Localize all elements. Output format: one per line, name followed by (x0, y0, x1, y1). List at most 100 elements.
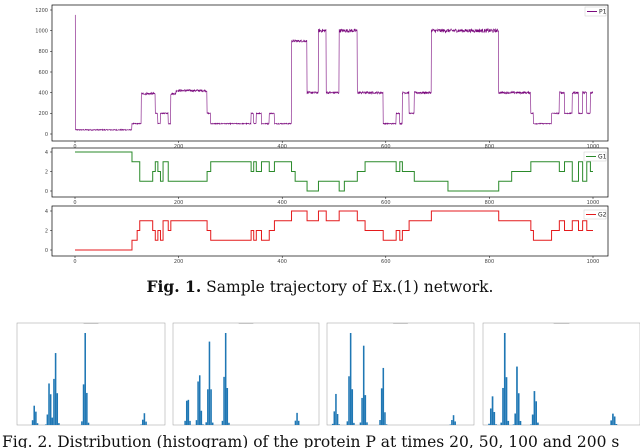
histogram-bar (537, 422, 539, 425)
histogram-bar (361, 397, 363, 425)
histogram-bar (141, 419, 144, 425)
series-g1-line (75, 151, 593, 192)
histogram-bar (211, 422, 214, 425)
p1-xtick-label: 1000 (587, 144, 600, 150)
histogram-bar (351, 389, 354, 425)
p1-ytick-label: 1000 (35, 28, 48, 34)
g1-ytick-label: 0 (45, 189, 48, 195)
legend-g2-label: G2 (598, 212, 607, 219)
axes-frame-g2 (51, 205, 609, 257)
histogram-bar (491, 396, 494, 425)
histogram-bar (530, 424, 532, 425)
g2-xtick-label: 200 (174, 259, 184, 265)
histogram-bar (145, 421, 147, 425)
histogram-bar (195, 420, 198, 425)
histogram-bar (533, 391, 536, 425)
histogram-bar (385, 424, 388, 425)
legend-g1-label: G1 (598, 154, 607, 161)
g1-ytick-label: 4 (45, 150, 48, 156)
chart-g2: 0 200 400 600 800 1000 0 2 4 G2 (45, 205, 609, 265)
histogram-bar (612, 413, 614, 425)
g1-xtick-label: 400 (277, 200, 287, 206)
p1-ytick-label: 1200 (35, 8, 48, 14)
histogram-bar (514, 413, 517, 425)
histogram-bar (493, 411, 496, 425)
g2-ytick-label: 2 (45, 228, 48, 234)
histogram-bar (184, 420, 186, 425)
legend-p1-label: P1 (599, 9, 607, 16)
p1-ytick-label: 0 (45, 132, 48, 138)
histogram-bar (488, 423, 490, 425)
histogram-bar (500, 422, 503, 425)
chart-p1: 0 200 400 600 800 1000 0 200 400 600 800 1000 1200 P… (35, 4, 609, 150)
histogram-bar (143, 413, 146, 425)
p1-xtick-label: 800 (485, 144, 495, 150)
histogram-bar (507, 420, 510, 425)
histogram-bar (346, 421, 349, 425)
histogram-bar (294, 420, 297, 425)
histogram-bar (36, 423, 39, 425)
caption-fig1: Fig. 1. Sample trajectory of Ex.(1) netw… (147, 277, 494, 296)
caption-fig2: Fig. 2. Distribution (histogram) of the … (2, 433, 619, 448)
histogram-bar (46, 414, 49, 425)
histogram-bar (228, 422, 230, 425)
histogram-bar (451, 420, 453, 425)
histogram-bar (516, 366, 518, 425)
histogram-bar (35, 411, 37, 425)
g1-xtick-label: 1000 (587, 200, 600, 206)
histogram-bar (362, 345, 365, 425)
histogram-bar (512, 424, 515, 425)
histogram-row (16, 322, 640, 426)
histogram-1 (16, 322, 166, 426)
histogram-bar (348, 376, 350, 425)
p1-xtick-label: 400 (277, 144, 287, 150)
histogram-bar (359, 422, 362, 425)
g1-xtick-label: 600 (381, 200, 391, 206)
histogram-bar (210, 389, 212, 425)
histogram-bar (86, 392, 88, 425)
g2-xtick-label: 600 (381, 259, 391, 265)
histogram-bar (48, 383, 50, 425)
g1-xtick-label: 800 (485, 200, 495, 206)
p1-xtick-label: 0 (73, 144, 76, 150)
series-g2-line (75, 210, 593, 251)
histogram-bar (207, 389, 209, 425)
histogram-bar (202, 424, 204, 425)
histogram-2 (172, 322, 320, 426)
histogram-bar (58, 423, 60, 425)
histogram-bar (56, 393, 59, 425)
series-p1-line (74, 14, 594, 132)
histogram-bar (535, 401, 537, 425)
p1-ytick-label: 200 (38, 111, 48, 117)
p1-ytick-label: 800 (38, 49, 48, 55)
histogram-bar (198, 375, 201, 425)
histogram-bar (384, 412, 386, 425)
p1-ytick-label: 400 (38, 90, 48, 96)
histogram-bar (51, 417, 54, 425)
histogram-bar (338, 424, 340, 425)
histogram-bar (53, 378, 55, 425)
histogram-bar (364, 395, 367, 425)
histogram-bar (353, 422, 355, 425)
histogram-bar (495, 424, 497, 425)
histogram-bar (503, 333, 506, 425)
histogram-bar (502, 387, 504, 425)
histogram-bar (44, 424, 47, 425)
histogram-bar (297, 420, 300, 425)
histogram-bar (379, 420, 381, 425)
histogram-bar (49, 394, 52, 425)
g2-xtick-label: 0 (73, 259, 76, 265)
g2-xtick-label: 1000 (587, 259, 600, 265)
histogram-bar (366, 422, 368, 425)
histogram-bar (382, 367, 385, 425)
p1-xtick-label: 600 (381, 144, 391, 150)
histogram-bar (208, 341, 211, 425)
histogram-bar (33, 405, 35, 425)
histogram-bar (349, 333, 352, 425)
g1-xtick-label: 0 (73, 200, 76, 206)
histogram-bar (221, 420, 224, 425)
histogram-bar (296, 412, 298, 425)
histogram-bar (84, 333, 86, 425)
histogram-bar (333, 411, 336, 425)
histogram-bar (226, 388, 229, 425)
